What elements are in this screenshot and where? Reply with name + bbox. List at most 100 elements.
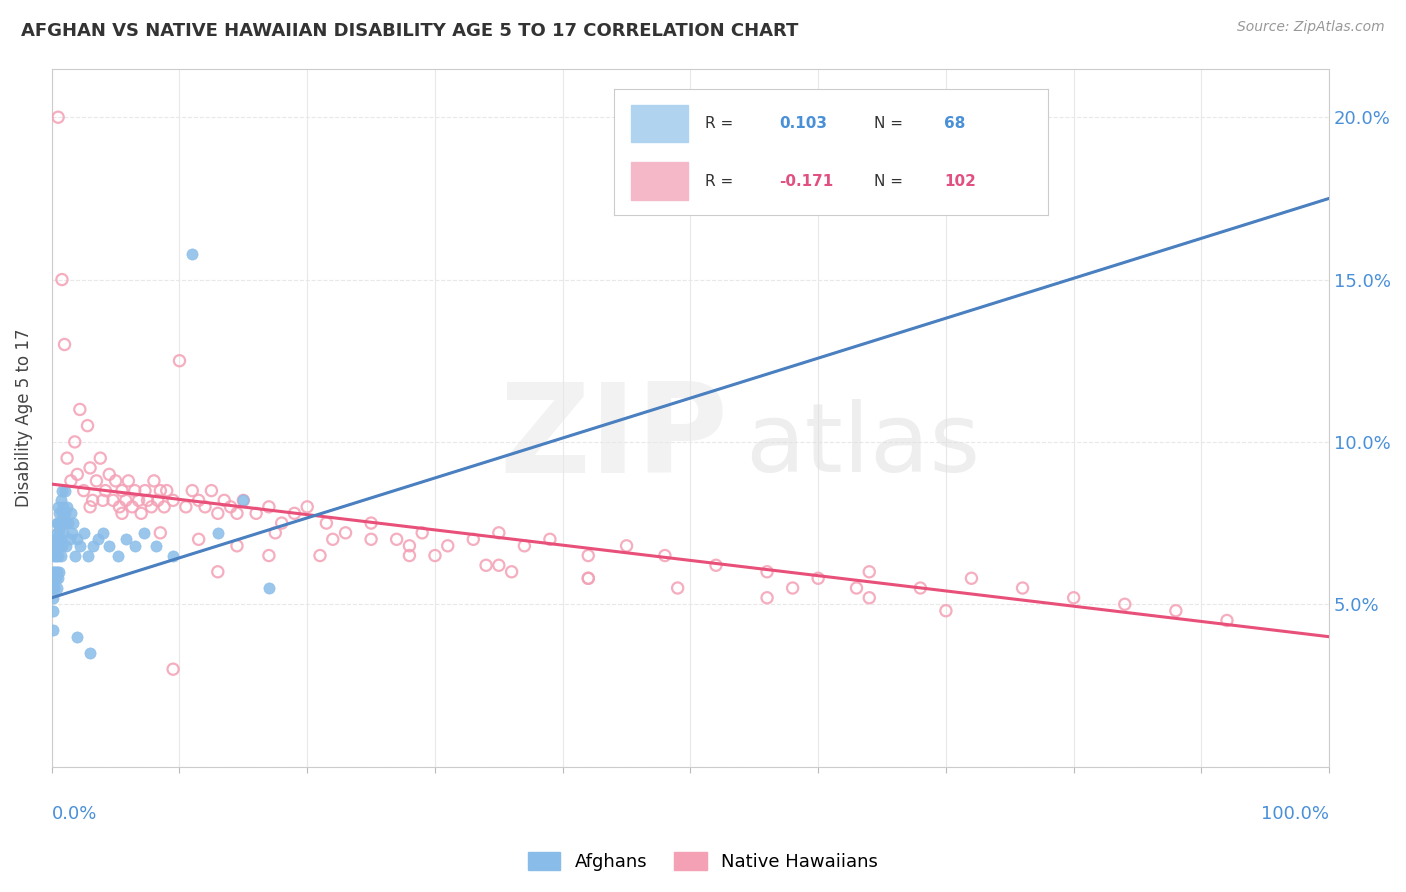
Point — [153, 500, 176, 514]
Point — [704, 558, 727, 573]
Point — [219, 500, 242, 514]
Point — [63, 434, 86, 449]
Point — [45, 581, 67, 595]
Point — [207, 565, 229, 579]
Point — [136, 493, 159, 508]
Point — [111, 483, 134, 498]
Point — [46, 500, 69, 514]
Point — [56, 500, 79, 514]
Point — [111, 506, 134, 520]
Point — [115, 533, 138, 547]
Point — [181, 483, 204, 498]
Text: atlas: atlas — [745, 399, 980, 492]
Point — [42, 624, 65, 638]
Point — [98, 467, 121, 482]
Point — [501, 565, 523, 579]
Point — [45, 533, 67, 547]
Point — [538, 533, 561, 547]
Point — [46, 516, 69, 530]
Point — [49, 493, 72, 508]
Point — [149, 525, 172, 540]
Point — [82, 539, 104, 553]
Point — [45, 516, 67, 530]
Point — [232, 493, 254, 508]
Point — [858, 565, 880, 579]
Point — [807, 571, 830, 585]
Point — [52, 525, 75, 540]
Point — [44, 571, 66, 585]
Point — [162, 549, 184, 563]
Point — [66, 467, 89, 482]
Point — [91, 525, 114, 540]
Point — [194, 500, 217, 514]
Point — [82, 493, 104, 508]
Point — [104, 474, 127, 488]
Point — [51, 506, 73, 520]
Point — [66, 533, 89, 547]
Point — [654, 549, 676, 563]
Point — [782, 581, 804, 595]
Point — [69, 539, 91, 553]
Point — [513, 539, 536, 553]
Point — [79, 646, 101, 660]
Point — [49, 549, 72, 563]
Point — [98, 539, 121, 553]
Point — [360, 516, 382, 530]
Point — [66, 630, 89, 644]
Point — [42, 591, 65, 605]
Point — [858, 591, 880, 605]
Point — [59, 506, 82, 520]
Point — [1114, 597, 1136, 611]
Point — [257, 549, 280, 563]
Point — [49, 516, 72, 530]
Point — [156, 483, 179, 498]
Point — [257, 581, 280, 595]
Point — [576, 571, 599, 585]
Point — [42, 581, 65, 595]
Point — [845, 581, 868, 595]
Point — [360, 533, 382, 547]
Point — [60, 525, 83, 540]
Point — [115, 493, 138, 508]
Point — [55, 539, 77, 553]
Point — [101, 493, 124, 508]
Point — [257, 500, 280, 514]
Point — [73, 525, 96, 540]
Text: Source: ZipAtlas.com: Source: ZipAtlas.com — [1237, 20, 1385, 34]
Point — [488, 525, 510, 540]
Point — [59, 533, 82, 547]
Point — [322, 533, 344, 547]
Point — [270, 516, 292, 530]
Point — [398, 539, 420, 553]
Point — [53, 483, 76, 498]
Point — [141, 500, 163, 514]
Y-axis label: Disability Age 5 to 17: Disability Age 5 to 17 — [15, 328, 32, 507]
Point — [45, 571, 67, 585]
Point — [142, 474, 165, 488]
Point — [48, 523, 70, 537]
Point — [162, 493, 184, 508]
Point — [935, 604, 957, 618]
Point — [42, 565, 65, 579]
Point — [87, 533, 110, 547]
Point — [756, 591, 779, 605]
Point — [63, 549, 86, 563]
Point — [128, 493, 150, 508]
Point — [436, 539, 458, 553]
Point — [616, 539, 638, 553]
Point — [129, 506, 152, 520]
Point — [51, 483, 73, 498]
Point — [108, 500, 131, 514]
Point — [187, 493, 209, 508]
Point — [121, 500, 143, 514]
Point — [1216, 614, 1239, 628]
Point — [335, 525, 357, 540]
Point — [463, 533, 485, 547]
Point — [207, 506, 229, 520]
Point — [283, 506, 305, 520]
Point — [245, 506, 267, 520]
Point — [46, 549, 69, 563]
Point — [46, 533, 69, 547]
Point — [56, 451, 79, 466]
Point — [149, 483, 172, 498]
